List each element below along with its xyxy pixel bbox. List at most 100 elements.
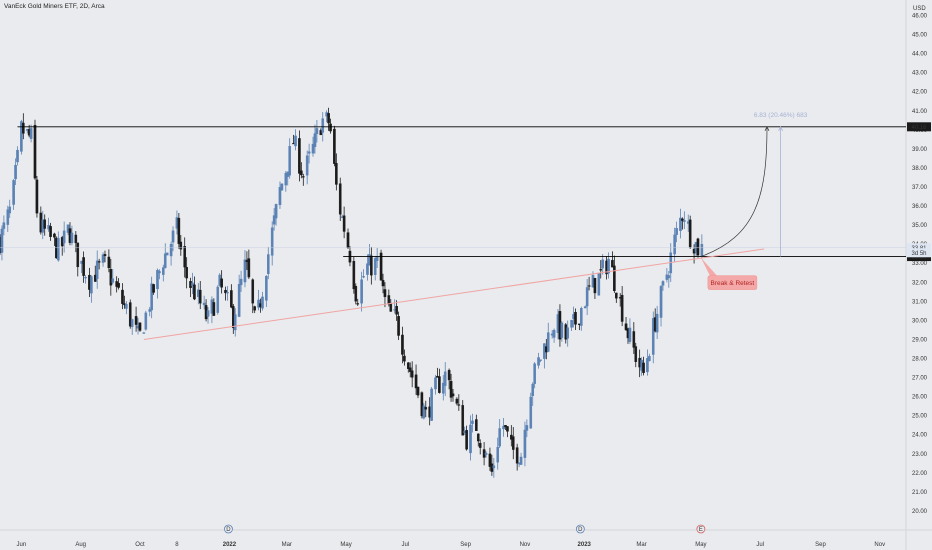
candle-body xyxy=(397,316,400,336)
candle-body xyxy=(457,404,461,406)
x-tick-label: Jun xyxy=(17,542,27,548)
candle-body xyxy=(191,282,194,287)
candle-body xyxy=(613,265,616,292)
candle-body xyxy=(224,289,227,294)
event-circle xyxy=(224,524,233,534)
candle-body xyxy=(601,259,605,269)
candle-body xyxy=(414,374,418,389)
candle-body xyxy=(346,232,350,248)
candle-body xyxy=(632,331,636,348)
candle-body xyxy=(2,222,6,229)
candle-body xyxy=(142,332,146,334)
candle-body xyxy=(82,257,85,276)
candle-body xyxy=(634,346,638,362)
candle-body xyxy=(158,271,161,274)
candle-body xyxy=(163,253,167,268)
candle-body xyxy=(566,327,570,339)
candle-body xyxy=(152,284,155,293)
candle-body xyxy=(574,312,577,325)
candle-body xyxy=(354,286,358,302)
candle-body xyxy=(488,453,492,467)
candle-body xyxy=(265,275,268,301)
y-tick-label: 27.00 xyxy=(912,376,928,382)
event-marker: D xyxy=(224,524,233,534)
candle-body xyxy=(525,425,529,431)
projection-curve xyxy=(700,126,768,257)
candle-body xyxy=(169,243,173,257)
candle-body xyxy=(74,234,78,244)
y-tick-label: 37.00 xyxy=(912,185,928,191)
candle-body xyxy=(202,302,206,306)
price-tag-countdown-bg xyxy=(907,248,931,258)
candle-body xyxy=(615,292,618,299)
candle-body xyxy=(8,206,12,214)
candle-body xyxy=(401,334,404,355)
event-marker: E xyxy=(696,524,706,534)
x-tick-label: 2023 xyxy=(578,542,592,548)
candle-body xyxy=(403,355,406,362)
candle-body xyxy=(84,277,87,279)
candle-body xyxy=(117,282,120,288)
candle-body xyxy=(546,332,550,352)
candle-body xyxy=(484,452,488,455)
x-tick-label: Nov xyxy=(520,542,531,548)
event-symbol: E xyxy=(699,527,703,533)
candle-body xyxy=(646,358,649,373)
candle-body xyxy=(243,259,247,283)
candle-body xyxy=(587,285,591,287)
candle-body xyxy=(313,133,317,147)
event-circle xyxy=(696,524,706,534)
candle-body xyxy=(237,284,241,317)
candle-body xyxy=(515,447,519,464)
x-tick-label: Mar xyxy=(636,542,646,548)
candle-body xyxy=(233,314,237,331)
candle-body xyxy=(342,215,346,232)
candle-body xyxy=(315,128,319,134)
candle-body xyxy=(352,261,356,290)
candle-body xyxy=(593,278,597,294)
candle-body xyxy=(272,215,276,225)
candle-body xyxy=(655,313,659,333)
y-tick-label: 43.00 xyxy=(912,71,928,77)
y-tick-label: 45.00 xyxy=(912,33,928,39)
candle-body xyxy=(62,230,66,244)
candle-body xyxy=(33,124,37,179)
candle-body xyxy=(628,327,632,342)
candle-body xyxy=(410,370,414,378)
event-marker: D xyxy=(575,524,585,534)
candle-body xyxy=(449,380,453,398)
event-symbol: D xyxy=(226,527,231,533)
projection-curve-arrow xyxy=(764,126,770,131)
candle-body xyxy=(560,322,564,338)
candle-body xyxy=(648,356,651,362)
candle-body xyxy=(183,246,186,268)
candle-body xyxy=(502,425,505,430)
candle-body xyxy=(49,226,52,237)
candle-body xyxy=(434,377,437,390)
candle-body xyxy=(416,386,420,396)
candle-body xyxy=(406,362,410,369)
candle-body xyxy=(679,217,682,231)
candle-body xyxy=(443,371,447,386)
y-tick-label: 24.00 xyxy=(912,433,928,439)
candle-body xyxy=(121,289,124,304)
candle-body xyxy=(148,309,152,312)
candle-body xyxy=(585,287,589,307)
candle-body xyxy=(179,241,183,250)
trend-line xyxy=(143,248,765,340)
candle-body xyxy=(90,276,93,294)
candle-body xyxy=(422,405,426,419)
candle-body xyxy=(70,232,74,244)
event-circle xyxy=(575,524,585,534)
callout-pointer xyxy=(700,257,717,276)
candle-body xyxy=(22,122,25,134)
candle-body xyxy=(128,302,132,327)
candle-body xyxy=(247,258,251,278)
candle-body xyxy=(107,256,111,269)
candle-body xyxy=(383,289,387,298)
candle-body xyxy=(492,465,496,469)
y-tick-label: 41.00 xyxy=(912,109,928,115)
candle-body xyxy=(109,269,113,286)
